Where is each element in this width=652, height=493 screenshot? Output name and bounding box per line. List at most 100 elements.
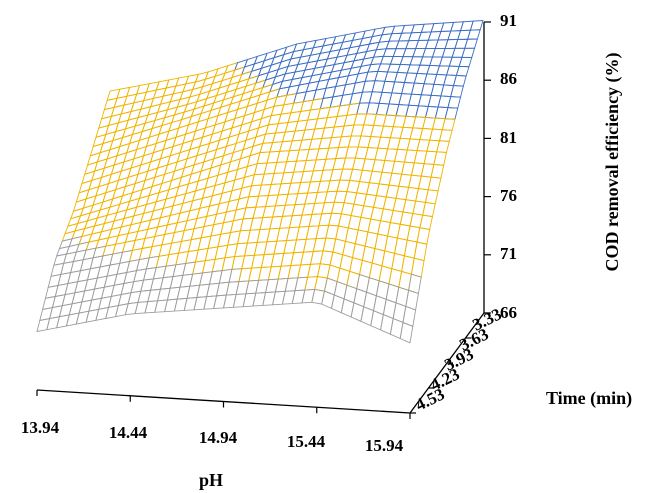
surface-cell (399, 126, 414, 140)
surface-cell (436, 65, 450, 76)
surface-cell (443, 74, 457, 86)
surface-cell (360, 124, 375, 137)
surface-cell (458, 56, 473, 68)
surface-cell (366, 102, 380, 115)
surface-cell (409, 56, 424, 66)
surface-cell (378, 91, 393, 105)
surface-cell (381, 80, 396, 94)
surface-cell (398, 93, 413, 106)
surface-cell (371, 80, 386, 93)
surface-cell (370, 124, 384, 138)
surface-cell (417, 94, 432, 107)
surface-cell (391, 81, 406, 95)
surface-cell (406, 138, 421, 152)
surface-cell (381, 159, 396, 174)
surface-cell (410, 257, 425, 278)
surface-cell (438, 56, 453, 67)
surface-cell (441, 47, 456, 58)
surface-cell (342, 157, 356, 170)
surface-cell (389, 55, 404, 65)
surface-cell (415, 105, 429, 118)
surface-cell (333, 190, 348, 204)
z-tick-label: 71 (500, 244, 517, 263)
surface-cell (420, 163, 435, 178)
surface-cell (420, 83, 435, 96)
surface-cell (328, 212, 342, 227)
surface-cell (401, 82, 415, 95)
surface-cell (466, 29, 481, 40)
surface-cell (419, 214, 434, 230)
surface-cell (413, 241, 428, 262)
surface-cell (385, 103, 400, 117)
surface-cell (401, 161, 415, 176)
surface-cell (396, 64, 411, 74)
surface-cell (371, 159, 386, 173)
surface-cell (410, 162, 425, 177)
surface-cell (423, 150, 438, 165)
surface-cell (344, 146, 359, 159)
surface-cell (426, 139, 441, 153)
surface-cell (451, 47, 466, 58)
surface-cell (440, 84, 455, 98)
surface-cell (455, 65, 470, 77)
surface-cell (374, 70, 389, 82)
surface-cell (436, 140, 450, 153)
surface-cell (354, 146, 369, 160)
surface-cell (412, 116, 427, 129)
surface-cell (441, 118, 456, 131)
surface-cell (373, 113, 387, 127)
surface-cell (416, 64, 431, 75)
surface-cell (444, 107, 459, 120)
x-axis-title: pH (199, 470, 223, 490)
surface-cell (469, 20, 484, 31)
surface-cell (413, 150, 428, 165)
surface-cell (450, 85, 464, 98)
x-tick-label: 15.94 (365, 436, 404, 455)
surface-cell (339, 168, 354, 181)
surface-cell (389, 126, 404, 139)
surface-cell (402, 48, 417, 58)
surface-cell (419, 128, 434, 141)
surface-cell (413, 72, 428, 85)
surface-cell (350, 124, 365, 137)
surface-cell (375, 102, 390, 116)
y-axis-title: Time (min) (546, 388, 632, 409)
surface-cell (464, 38, 478, 49)
surface-cell (448, 56, 463, 67)
z-tick-label: 76 (500, 186, 517, 205)
surface-cell (402, 115, 417, 129)
surface-cell (416, 227, 431, 245)
surface-cell (429, 56, 443, 67)
surface-cell (391, 160, 405, 175)
surface-cell (363, 113, 377, 126)
x-tick-label: 14.44 (109, 423, 148, 442)
surface-cell (427, 94, 442, 108)
surface-cell (445, 65, 460, 76)
surface-cell (423, 73, 438, 85)
surface-cell (409, 127, 424, 141)
surface-cell (361, 158, 376, 172)
surface-cell (430, 163, 445, 179)
surface-cell (437, 95, 452, 109)
surface-cell (438, 129, 453, 142)
surface-cell (406, 64, 421, 74)
surface-cell (384, 148, 398, 162)
z-axis-title: COD removal efficiency (%) (602, 52, 623, 271)
surface-cell (408, 93, 422, 107)
surface-cell (325, 224, 340, 240)
surface-cell (330, 201, 345, 215)
surface-cell (430, 83, 445, 97)
axis-ticks (36, 21, 491, 419)
surface-cell (399, 56, 414, 66)
surface-cell (416, 139, 431, 152)
surface-cell (396, 137, 411, 151)
surface-cell (447, 96, 462, 109)
surface-cell (395, 40, 410, 50)
z-tick-label: 81 (500, 128, 517, 147)
surface-cell (336, 179, 351, 192)
surface-cell (347, 135, 362, 148)
surface-cell (382, 114, 397, 128)
surface-cell (461, 47, 476, 58)
surface-cell (429, 128, 443, 142)
